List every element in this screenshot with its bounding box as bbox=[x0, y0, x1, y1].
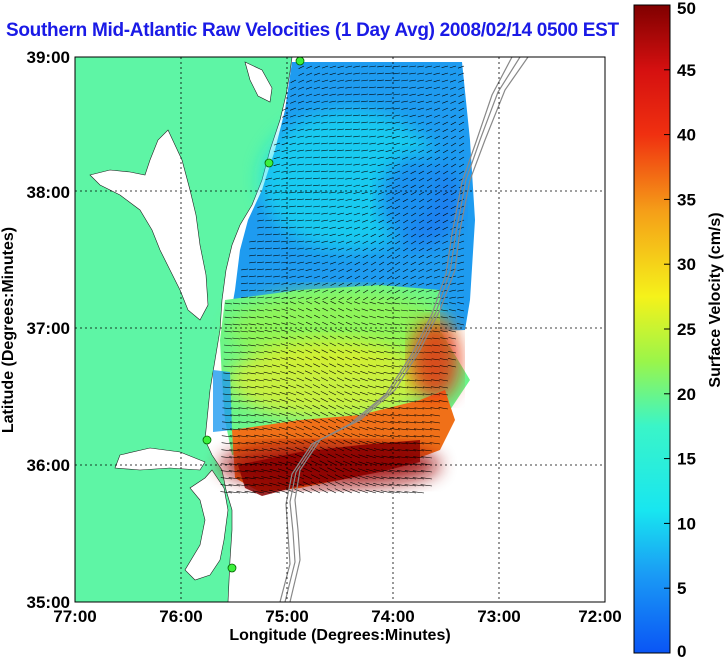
y-tick-label: 36:00 bbox=[27, 456, 70, 475]
colorbar-tick-label: 20 bbox=[677, 385, 696, 404]
x-axis: 77:00 76:00 75:00 74:00 73:00 72:00 Long… bbox=[53, 607, 621, 644]
grid-lines bbox=[75, 57, 605, 602]
colorbar-tick-label: 30 bbox=[677, 255, 696, 274]
colorbar-tick-label: 35 bbox=[677, 190, 696, 209]
y-tick-label: 37:00 bbox=[27, 319, 70, 338]
y-tick-label: 38:00 bbox=[27, 183, 70, 202]
plot-frame bbox=[74, 56, 606, 603]
y-axis-label: Latitude (Degrees:Minutes) bbox=[0, 227, 17, 433]
colorbar-tick-label: 40 bbox=[677, 126, 696, 145]
delaware-bay bbox=[244, 61, 273, 103]
x-tick-label: 73:00 bbox=[477, 607, 520, 626]
colorbar-tick-label: 5 bbox=[677, 579, 686, 598]
x-tick-label: 74:00 bbox=[371, 607, 414, 626]
colorbar-tick-label: 15 bbox=[677, 450, 696, 469]
y-tick-label: 35:00 bbox=[27, 593, 70, 612]
x-tick-label: 76:00 bbox=[159, 607, 202, 626]
vector-arrows bbox=[220, 65, 465, 494]
y-tick-label: 39:00 bbox=[27, 48, 70, 67]
colorbar: 0 5 10 15 20 25 30 35 40 45 50 Surface Velocity (c… bbox=[633, 0, 724, 659]
velocity-vectors bbox=[220, 65, 465, 494]
x-tick-label: 75:00 bbox=[265, 607, 308, 626]
colorbar-tick-label: 0 bbox=[677, 642, 686, 659]
albemarle-sound bbox=[114, 447, 206, 471]
colorbar-ticks: 0 5 10 15 20 25 30 35 40 45 50 bbox=[664, 0, 696, 659]
radar-site-marker bbox=[264, 158, 274, 168]
colorbar-label: Surface Velocity (cm/s) bbox=[707, 212, 724, 387]
colorbar-tick-label: 10 bbox=[677, 514, 696, 533]
radar-site-marker bbox=[202, 435, 212, 445]
x-axis-label: Longitude (Degrees:Minutes) bbox=[229, 627, 450, 644]
map-title: Southern Mid-Atlantic Raw Velocities (1 … bbox=[6, 20, 619, 41]
chesapeake-bay bbox=[89, 129, 209, 321]
x-tick-label: 72:00 bbox=[578, 607, 621, 626]
pamlico-sound bbox=[184, 469, 229, 581]
colorbar-tick-label: 25 bbox=[677, 320, 696, 339]
y-axis: 39:00 38:00 37:00 36:00 35:00 Latitude (… bbox=[0, 48, 70, 612]
radar-site-marker bbox=[227, 563, 237, 573]
colorbar-tick-label: 50 bbox=[677, 0, 696, 18]
x-tick-label: 77:00 bbox=[53, 607, 96, 626]
radar-site-markers bbox=[202, 57, 305, 573]
colorbar-tick-label: 45 bbox=[677, 61, 696, 80]
radar-site-marker bbox=[295, 57, 305, 66]
